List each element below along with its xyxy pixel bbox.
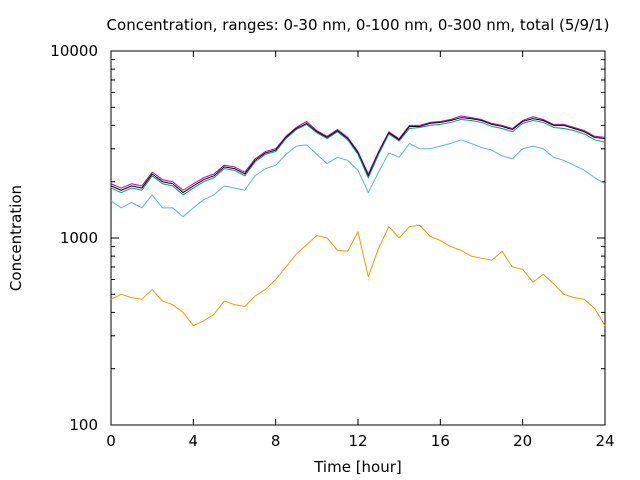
x-axis-label: Time [hour]	[313, 458, 402, 476]
series-line-3	[110, 119, 606, 196]
x-tick-label: 20	[513, 432, 532, 450]
x-tick-label: 24	[595, 432, 614, 450]
y-axis-label: Concentration	[7, 185, 25, 291]
series-layer	[110, 115, 606, 327]
x-tick-label: 16	[431, 432, 450, 450]
x-axis: 0 4 8 12 16 20 24	[106, 51, 615, 450]
y-tick-label: 100	[69, 416, 98, 434]
series-line-2	[110, 117, 606, 194]
x-tick-label: 12	[348, 432, 367, 450]
x-tick-label: 8	[271, 432, 281, 450]
y-axis: 100 1000 10000	[50, 42, 605, 434]
x-tick-label: 4	[189, 432, 199, 450]
chart-title: Concentration, ranges: 0-30 nm, 0-100 nm…	[107, 16, 610, 34]
series-line-1	[110, 115, 606, 191]
y-tick-label: 10000	[50, 42, 98, 60]
plot-frame	[110, 50, 606, 426]
series-line-5	[110, 224, 606, 327]
y-tick-label: 1000	[60, 229, 98, 247]
series-line-4	[110, 139, 606, 218]
x-tick-label: 0	[106, 432, 116, 450]
